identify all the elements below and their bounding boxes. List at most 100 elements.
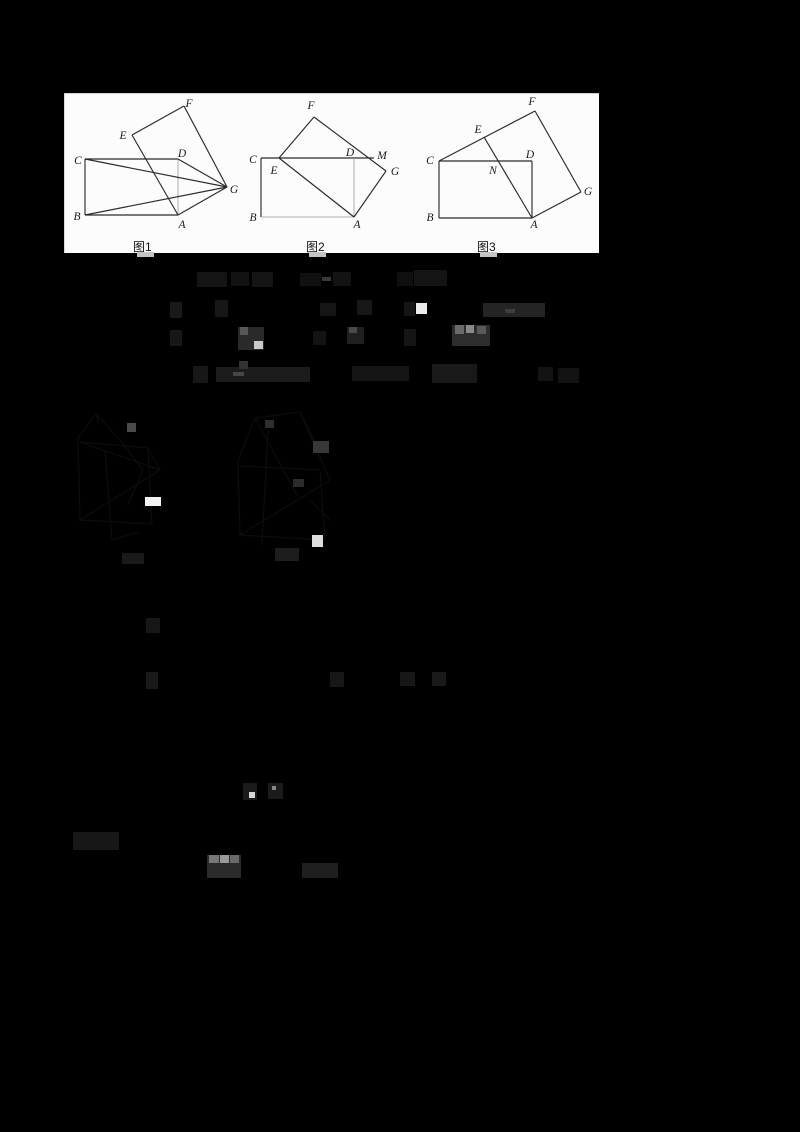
bright-patch — [240, 327, 248, 335]
faint-text-fragment — [127, 423, 136, 432]
caption-shadow-1 — [137, 252, 154, 257]
sketch-stroke — [239, 479, 331, 536]
faint-text-fragment — [538, 367, 553, 381]
figure2-edge-EF — [278, 116, 315, 159]
figure1-vertex-label-G: G — [230, 184, 239, 196]
faint-text-fragment — [275, 548, 299, 561]
figure3-caption: 图3 — [477, 240, 496, 254]
faint-text-fragment — [146, 618, 160, 633]
faint-text-fragment — [265, 420, 274, 428]
sketch-stroke — [319, 469, 326, 541]
faint-text-fragment — [146, 672, 158, 689]
faint-text-fragment — [193, 366, 208, 383]
faint-text-fragment — [233, 372, 244, 376]
faint-text-fragment — [505, 309, 515, 313]
faint-text-fragment — [268, 783, 283, 799]
faint-text-fragment — [414, 270, 447, 286]
faint-text-fragment — [397, 272, 413, 286]
faint-text-fragment — [333, 272, 351, 286]
sketch-stroke — [239, 465, 321, 471]
figure3-edge-GA — [531, 191, 582, 219]
bright-patch — [477, 326, 486, 334]
faint-text-fragment — [231, 272, 249, 286]
sketch-stroke — [79, 441, 161, 471]
faint-text-fragment — [197, 272, 227, 287]
sketch-stroke — [77, 413, 122, 442]
sketch-stroke — [79, 469, 161, 521]
sketch-stroke — [104, 449, 113, 541]
bright-patch — [272, 786, 276, 790]
faint-text-fragment — [170, 330, 182, 346]
figure1-caption: 图1 — [133, 240, 152, 254]
figure2-vertex-label-A: A — [352, 219, 361, 231]
figure1-vertex-label-D: D — [177, 148, 187, 160]
figure2-vertex-label-B: B — [249, 212, 256, 224]
figure2-vertex-label-E: E — [269, 165, 277, 177]
bright-patch — [455, 325, 464, 334]
caption-shadow-3 — [480, 252, 497, 257]
faint-text-fragment — [300, 273, 321, 286]
sketch-stroke — [147, 447, 153, 525]
faint-text-fragment — [352, 366, 409, 381]
figure1-vertex-label-A: A — [177, 219, 186, 231]
figure1-edge-EA — [131, 134, 179, 216]
faint-text-fragment — [170, 302, 182, 318]
faint-text-fragment — [330, 672, 344, 687]
sketch-stroke — [77, 437, 153, 525]
sketch-stroke — [237, 411, 319, 461]
figure1-edge-EF — [131, 105, 185, 136]
bright-patch — [230, 855, 239, 863]
figure2-vertex-label-C: C — [249, 154, 257, 166]
sketch-stroke — [79, 441, 149, 449]
faint-text-fragment — [322, 277, 331, 281]
figure1-edge-FG — [183, 105, 228, 188]
figure3-edge-CF — [438, 110, 536, 162]
faint-text-fragment — [252, 272, 273, 287]
bright-patch — [466, 325, 474, 333]
figure3-vertex-label-F: F — [527, 96, 536, 108]
figure3-edge-FG — [534, 110, 582, 193]
faint-text-fragment — [239, 361, 248, 369]
figure1-vertex-label-F: F — [184, 98, 193, 110]
faint-text-fragment — [558, 368, 579, 383]
faint-text-fragment — [313, 441, 329, 453]
figure3-vertex-label-D: D — [525, 149, 535, 161]
sketch-stroke — [261, 429, 269, 546]
faint-text-fragment — [293, 479, 304, 487]
faint-text-fragment — [73, 832, 119, 850]
bright-patch — [209, 855, 219, 863]
faint-text-fragment — [400, 672, 415, 686]
figure3-edge-EA — [483, 136, 533, 219]
faint-text-fragment — [404, 302, 415, 316]
figure2-vertex-label-M: M — [376, 150, 388, 162]
faint-text-fragment — [404, 329, 416, 346]
sketch-stroke — [95, 413, 100, 424]
sketch-stroke — [147, 447, 161, 471]
bright-patch — [416, 303, 427, 314]
sketch-stroke — [111, 531, 141, 541]
caption-shadow-2 — [309, 252, 326, 257]
figure3-vertex-label-N: N — [488, 165, 498, 177]
faint-text-fragment — [432, 672, 446, 686]
faint-text-fragment — [320, 303, 336, 316]
figure3-vertex-label-C: C — [426, 155, 434, 167]
sketch-stroke — [254, 417, 299, 498]
figure1-edge-CG — [84, 158, 228, 188]
faint-text-fragment — [357, 300, 372, 315]
sketch-stroke — [120, 440, 144, 506]
figure1-vertex-label-B: B — [73, 211, 80, 223]
figure2-vertex-label-G: G — [391, 166, 400, 178]
bright-patch — [220, 855, 229, 863]
faint-text-fragment — [122, 553, 144, 564]
figure1-edge-AG — [177, 186, 228, 216]
faint-text-fragment — [302, 863, 338, 878]
sketch-stroke — [309, 499, 331, 521]
faint-text-fragment — [216, 367, 310, 382]
bright-patch — [312, 535, 323, 547]
figure2-caption: 图2 — [306, 240, 325, 254]
figure2-edge-GA — [353, 170, 387, 218]
figure2-vertex-label-F: F — [306, 100, 315, 112]
